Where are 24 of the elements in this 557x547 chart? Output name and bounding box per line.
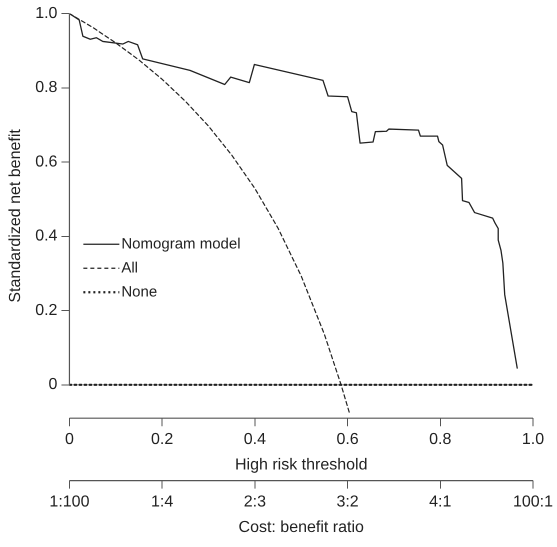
y-axis-title: Standardized net benefit bbox=[7, 128, 24, 303]
text: 100:1 bbox=[512, 494, 554, 511]
x-tick-label: 0.2 bbox=[151, 431, 174, 448]
y-tick-label: 0.4 bbox=[35, 228, 58, 245]
x-tick-label: 0.8 bbox=[429, 431, 452, 448]
x-tick-label: 0.6 bbox=[336, 431, 359, 448]
x-tick-label: 0 bbox=[64, 431, 74, 448]
y-tick-label: 0.8 bbox=[35, 79, 58, 96]
x-tick-label: 0.4 bbox=[244, 431, 266, 448]
text: 1:4 bbox=[151, 494, 174, 511]
x2-axis-title: Cost: benefit ratio bbox=[238, 518, 364, 536]
legend-label: Nomogram model bbox=[121, 235, 241, 252]
y-tick-label: 0.6 bbox=[35, 153, 58, 170]
y-tick-label: 1.0 bbox=[35, 5, 58, 22]
text: 1:100 bbox=[49, 494, 90, 511]
legend-label: None bbox=[121, 283, 158, 300]
text: 2:3 bbox=[244, 494, 266, 511]
y-tick-label: 0 bbox=[48, 376, 58, 394]
x-axis-title: High risk threshold bbox=[234, 456, 368, 474]
x-tick-label: 1.0 bbox=[522, 431, 544, 448]
text: 3:2 bbox=[336, 494, 359, 511]
y-tick-label: 0.2 bbox=[35, 302, 58, 319]
text: 4:1 bbox=[429, 494, 452, 511]
legend-label: All bbox=[121, 259, 138, 276]
